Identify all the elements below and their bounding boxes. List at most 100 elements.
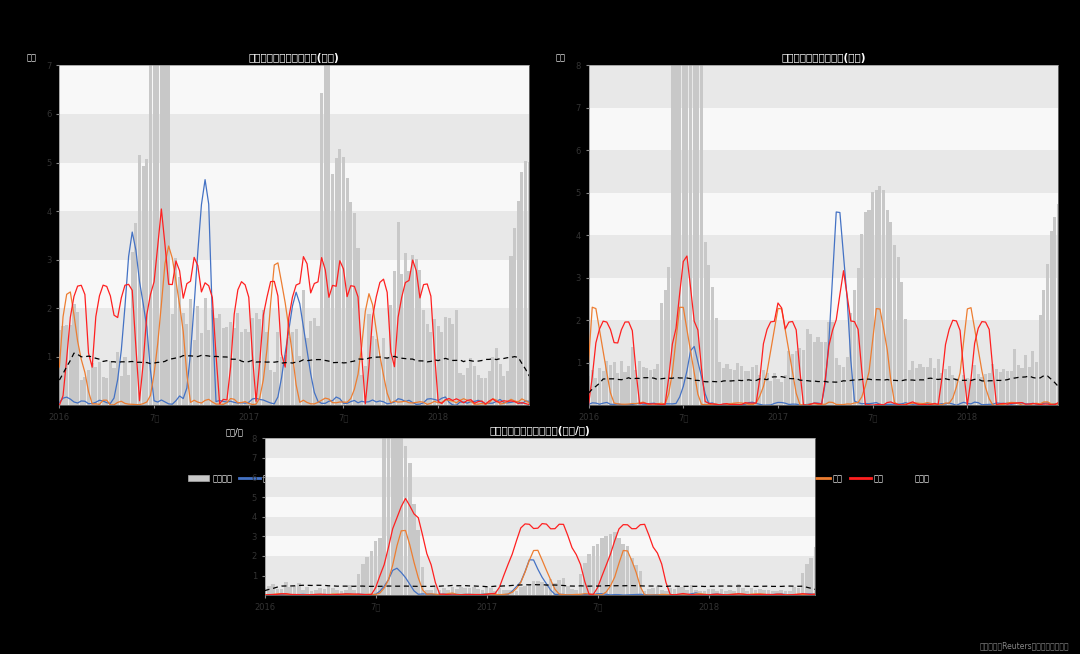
Bar: [947, 366, 950, 405]
Bar: [197, 306, 200, 405]
Bar: [117, 352, 119, 405]
Bar: [298, 356, 301, 405]
Bar: [120, 376, 123, 405]
Bar: [941, 373, 944, 405]
Bar: [1002, 369, 1005, 405]
Bar: [1021, 368, 1024, 405]
Bar: [893, 245, 896, 405]
Bar: [352, 591, 356, 595]
Bar: [681, 0, 685, 405]
Bar: [484, 379, 487, 405]
Bar: [523, 586, 527, 595]
Bar: [386, 357, 389, 405]
Bar: [472, 587, 475, 595]
Bar: [455, 309, 458, 405]
Bar: [638, 571, 643, 595]
Bar: [557, 581, 561, 595]
Bar: [791, 354, 794, 405]
Bar: [667, 267, 671, 405]
Bar: [69, 324, 72, 405]
Bar: [400, 438, 403, 595]
Bar: [976, 374, 980, 405]
Bar: [649, 370, 652, 405]
Bar: [229, 322, 232, 405]
Bar: [417, 530, 420, 595]
Bar: [87, 370, 90, 405]
Bar: [404, 254, 407, 405]
Bar: [740, 366, 743, 405]
Bar: [987, 373, 990, 405]
Bar: [382, 418, 386, 595]
Bar: [473, 366, 476, 405]
Bar: [134, 223, 137, 405]
Bar: [491, 357, 495, 405]
Bar: [999, 372, 1001, 405]
Bar: [1005, 371, 1009, 405]
Bar: [291, 332, 294, 405]
Bar: [681, 587, 685, 595]
Bar: [378, 358, 381, 405]
Bar: [598, 368, 602, 405]
Bar: [690, 585, 693, 595]
Bar: [936, 359, 940, 405]
Bar: [320, 93, 323, 405]
Bar: [157, 0, 159, 405]
Bar: [284, 355, 287, 405]
Bar: [240, 332, 243, 405]
Bar: [59, 260, 529, 308]
Bar: [382, 338, 386, 405]
Bar: [872, 192, 874, 405]
Bar: [566, 585, 569, 595]
Bar: [288, 587, 292, 595]
Bar: [536, 581, 540, 595]
Bar: [1039, 315, 1042, 405]
Bar: [729, 369, 732, 405]
Bar: [365, 557, 369, 595]
Bar: [127, 375, 131, 405]
Bar: [203, 298, 206, 405]
Bar: [105, 378, 108, 405]
Bar: [755, 365, 758, 405]
Bar: [1024, 355, 1027, 405]
Bar: [719, 589, 724, 595]
Bar: [59, 163, 529, 211]
Bar: [444, 317, 447, 405]
Bar: [98, 362, 102, 405]
Title: 全球主要市场小麦库存(万咀): 全球主要市场小麦库存(万咀): [781, 53, 866, 63]
Bar: [387, 414, 390, 595]
Bar: [284, 583, 287, 595]
Bar: [694, 590, 698, 595]
Bar: [338, 149, 341, 405]
Bar: [669, 587, 672, 595]
Bar: [174, 258, 177, 405]
Bar: [364, 366, 367, 405]
Bar: [149, 0, 152, 405]
Bar: [112, 368, 116, 405]
Bar: [589, 320, 1058, 363]
Bar: [798, 348, 801, 405]
Bar: [476, 589, 480, 595]
Bar: [784, 591, 787, 595]
Bar: [1028, 367, 1030, 405]
Bar: [237, 313, 240, 405]
Bar: [378, 538, 381, 595]
Bar: [660, 303, 663, 405]
Bar: [251, 318, 254, 405]
Bar: [699, 591, 702, 595]
Bar: [630, 559, 634, 595]
Bar: [76, 313, 79, 405]
Bar: [638, 360, 642, 405]
Bar: [809, 558, 813, 595]
Bar: [152, 0, 156, 405]
Bar: [912, 361, 915, 405]
Bar: [922, 368, 926, 405]
Bar: [189, 299, 192, 405]
Bar: [589, 235, 1058, 278]
Bar: [777, 379, 780, 405]
Bar: [310, 591, 313, 595]
Bar: [540, 581, 544, 595]
Bar: [58, 330, 60, 405]
Bar: [313, 318, 315, 405]
Bar: [258, 319, 261, 405]
Bar: [797, 589, 800, 595]
